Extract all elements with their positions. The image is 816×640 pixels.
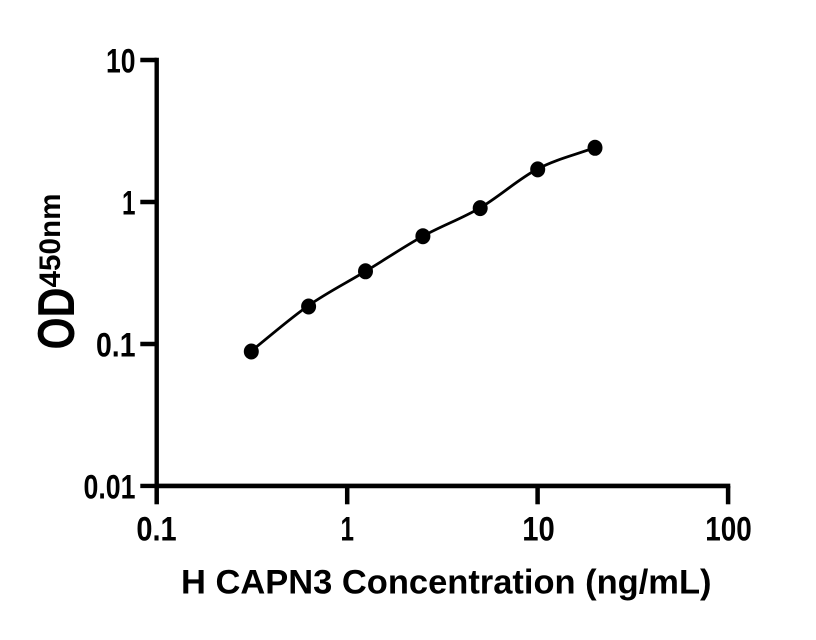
svg-text:10: 10 <box>106 42 136 80</box>
svg-text:100: 100 <box>705 510 752 548</box>
svg-text:OD450nm: OD450nm <box>28 194 86 350</box>
svg-text:1: 1 <box>340 510 354 548</box>
svg-text:1: 1 <box>122 184 136 222</box>
svg-text:10: 10 <box>522 510 555 548</box>
svg-text:0.1: 0.1 <box>136 510 176 548</box>
svg-text:H CAPN3 Concentration (ng/mL): H CAPN3 Concentration (ng/mL) <box>181 564 712 602</box>
svg-text:0.1: 0.1 <box>96 326 136 364</box>
svg-text:0.01: 0.01 <box>84 468 136 506</box>
